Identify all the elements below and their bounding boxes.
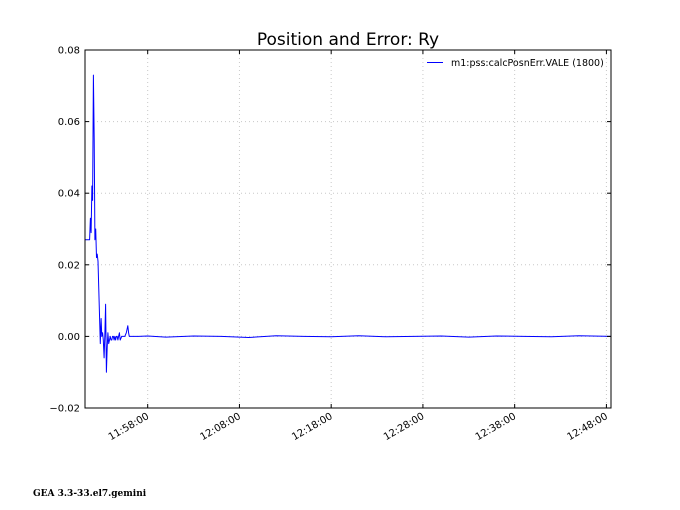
x-tick-label: 12:18:00 <box>290 411 334 443</box>
y-tick-label: 0.08 <box>58 46 80 57</box>
x-tick-label: 12:48:00 <box>566 411 610 443</box>
x-tick-label: 12:28:00 <box>382 411 426 443</box>
x-tick-label: 12:08:00 <box>199 411 243 443</box>
y-tick-label: 0.00 <box>58 332 80 343</box>
legend: m1:pss:calcPosnErr.VALE (1800) <box>427 58 604 69</box>
x-tick-label: 12:38:00 <box>474 411 518 443</box>
plot-frame <box>84 49 612 409</box>
y-tick-label: 0.04 <box>58 189 80 200</box>
y-tick-label: −0.02 <box>49 404 80 415</box>
y-tick-label: 0.02 <box>58 260 80 271</box>
ticks: −0.02 0.00 0.02 0.04 0.06 0.08 11:58:00 12:08:0… <box>49 46 611 443</box>
x-tick-label: 11:58:00 <box>107 411 151 443</box>
series-line <box>85 74 612 373</box>
y-tick-label: 0.06 <box>58 117 80 128</box>
legend-label: m1:pss:calcPosnErr.VALE (1800) <box>451 58 604 69</box>
grid <box>85 50 611 408</box>
chart-title: Position and Error: Ry <box>257 30 439 50</box>
series-layer <box>85 74 612 373</box>
footer-version: GEA 3.3-33.el7.gemini <box>33 489 147 499</box>
